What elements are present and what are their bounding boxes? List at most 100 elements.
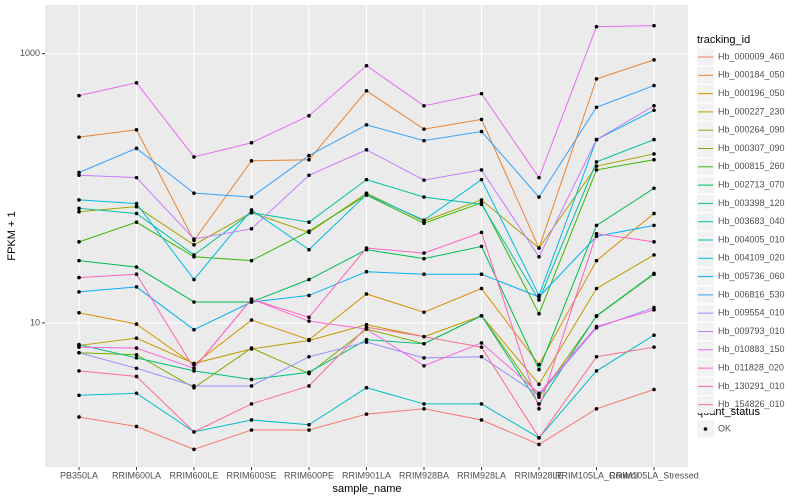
data-point (192, 253, 196, 257)
data-point (364, 325, 369, 329)
data-point (307, 220, 311, 224)
data-point (422, 138, 426, 143)
data-point (249, 428, 254, 432)
data-point (307, 229, 311, 233)
data-point (77, 170, 81, 175)
data-point (77, 209, 81, 214)
data-point (307, 422, 311, 427)
data-point (594, 407, 599, 411)
data-point (479, 345, 484, 349)
data-point (364, 177, 369, 182)
data-point (479, 230, 484, 235)
data-point (307, 247, 311, 252)
data-point (134, 322, 139, 326)
legend-label: Hb_004109_020 (718, 253, 785, 263)
data-point (652, 83, 656, 88)
data-point (364, 192, 369, 197)
data-point (192, 191, 196, 195)
data-point (422, 341, 426, 346)
data-point (134, 204, 139, 209)
data-point (537, 195, 541, 199)
data-point (594, 77, 599, 81)
data-point (134, 127, 139, 132)
data-point (364, 292, 369, 296)
data-point (192, 327, 196, 332)
data-point (652, 23, 656, 28)
data-point (594, 258, 599, 263)
data-point (249, 208, 254, 212)
data-point (479, 129, 484, 134)
data-point (77, 198, 81, 202)
legend-label: OK (718, 423, 731, 433)
data-point (77, 393, 81, 398)
data-point (134, 346, 139, 350)
data-point (134, 336, 139, 340)
data-point (364, 340, 369, 344)
data-point (192, 243, 196, 247)
data-point (594, 105, 599, 110)
data-point (134, 211, 139, 216)
y-tick-label: 1000 (20, 48, 40, 58)
x-tick-label: RRIM928BA (399, 470, 449, 480)
data-point (479, 354, 484, 359)
data-point (192, 369, 196, 373)
data-point (192, 237, 196, 241)
data-point (134, 424, 139, 429)
data-point (192, 366, 196, 371)
data-point (249, 227, 254, 231)
data-point (134, 272, 139, 277)
data-point (77, 93, 81, 98)
data-point (249, 418, 254, 422)
data-point (364, 246, 369, 250)
data-point (307, 153, 311, 158)
data-point (422, 364, 426, 368)
data-point (134, 201, 139, 206)
data-point (594, 369, 599, 373)
x-tick-label: RRIM600LA (112, 470, 161, 480)
legend-point (703, 427, 708, 431)
data-point (364, 63, 369, 68)
data-point (537, 367, 541, 372)
data-point (307, 354, 311, 359)
x-tick-label: RRIM901LA (342, 470, 391, 480)
data-point (479, 117, 484, 122)
data-point (594, 223, 599, 228)
data-point (249, 402, 254, 406)
data-point (537, 295, 541, 299)
data-point (479, 198, 484, 202)
data-point (537, 436, 541, 440)
data-point (307, 384, 311, 388)
data-point (77, 342, 81, 347)
data-point (307, 293, 311, 298)
data-point (652, 104, 656, 108)
legend-label: Hb_003683_040 (718, 216, 785, 226)
data-point (652, 387, 656, 392)
data-point (594, 234, 599, 239)
data-point (307, 157, 311, 162)
data-point (652, 152, 656, 156)
legend-label: Hb_000815_260 (718, 161, 785, 171)
data-point (77, 290, 81, 294)
data-point (652, 240, 656, 244)
legend-label: Hb_002713_070 (718, 179, 785, 189)
data-point (77, 310, 81, 315)
x-axis-title: sample_name (332, 483, 401, 495)
data-point (422, 221, 426, 226)
data-point (134, 374, 139, 379)
data-point (134, 356, 139, 360)
data-point (652, 253, 656, 257)
data-point (77, 206, 81, 211)
legend-label: Hb_011828_020 (718, 362, 784, 372)
data-point (537, 442, 541, 447)
legend-label: Hb_010883_150 (718, 344, 785, 354)
data-point (307, 173, 311, 178)
data-point (134, 220, 139, 224)
data-point (77, 240, 81, 244)
data-point (77, 173, 81, 178)
data-point (537, 382, 541, 387)
data-point (307, 315, 311, 320)
data-point (422, 356, 426, 360)
data-point (307, 319, 311, 323)
data-point (422, 251, 426, 255)
